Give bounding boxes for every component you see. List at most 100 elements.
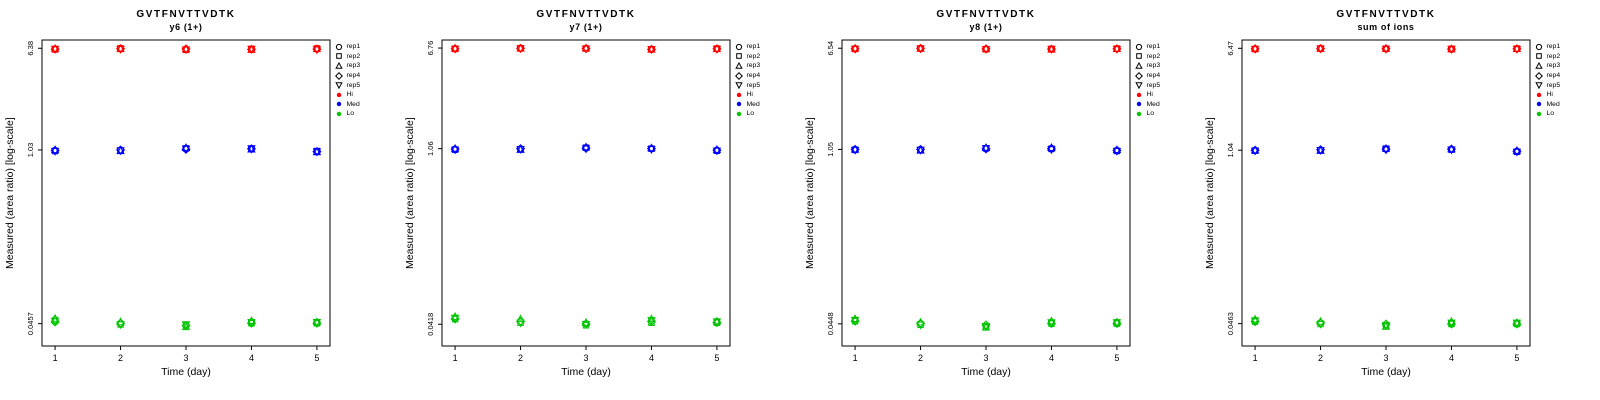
triangle-up-marker-icon	[1135, 61, 1143, 69]
plot-area: 1 2 3 4 5 6.38 1.03 0.0457	[26, 39, 331, 363]
legend-label: Lo	[346, 110, 355, 118]
legend-label: rep5	[1146, 81, 1161, 89]
dot-marker-icon	[1536, 102, 1542, 107]
triangle-down-marker-icon	[1535, 82, 1543, 90]
plot-subtitle: y6 (1+)	[169, 22, 203, 32]
y-tick-label: 0.0457	[26, 312, 35, 335]
legend-item-rep1: rep1	[1134, 42, 1160, 52]
plot-subtitle: sum of ions	[1357, 22, 1415, 32]
legend-item-rep1: rep1	[1534, 42, 1560, 52]
legend-item-rep4: rep4	[1134, 71, 1160, 81]
x-tick-label: 1	[53, 353, 58, 363]
plot-subtitle: y8 (1+)	[969, 22, 1003, 32]
dot-marker-icon	[1136, 102, 1142, 107]
y-tick-label: 6.47	[1226, 41, 1235, 56]
legend-item-rep5: rep5	[1534, 80, 1560, 90]
legend-label: Med	[1146, 100, 1160, 108]
legend-label: Hi	[746, 91, 753, 99]
legend-item-hi: Hi	[334, 90, 360, 100]
y-tick-label: 1.04	[1226, 143, 1235, 158]
legend-label: rep4	[746, 72, 761, 80]
legend-label: Hi	[1146, 91, 1153, 99]
x-tick-label: 3	[583, 353, 588, 363]
plot-title: GVTFNVTTVDTK	[536, 9, 636, 20]
legend-item-rep2: rep2	[1534, 52, 1560, 62]
legend-label: rep3	[746, 62, 761, 70]
dot-marker-icon	[736, 111, 742, 117]
legend-item-rep4: rep4	[734, 71, 760, 81]
triangle-down-marker-icon	[1135, 82, 1143, 90]
x-tick-label: 4	[649, 353, 654, 363]
x-tick-label: 5	[1514, 353, 1519, 363]
legend-label: rep5	[346, 81, 361, 89]
legend-item-rep2: rep2	[734, 52, 760, 62]
diamond-marker-icon	[1135, 71, 1143, 80]
y-tick-label: 1.06	[426, 141, 435, 156]
triangle-down-marker-icon	[335, 82, 343, 90]
dot-marker-icon	[1536, 111, 1542, 117]
dot-marker-icon	[1536, 92, 1542, 97]
plot-area: 1 2 3 4 5 6.54 1.05 0.0448	[826, 39, 1131, 363]
diamond-marker-icon	[735, 71, 743, 80]
legend-label: rep4	[1546, 72, 1561, 80]
x-tick-label: 1	[453, 353, 458, 363]
triangle-up-marker-icon	[735, 61, 743, 69]
x-tick-label: 2	[918, 353, 923, 363]
square-marker-icon	[1536, 53, 1542, 60]
triangle-up-marker-icon	[1535, 61, 1543, 69]
plot-subtitle: y7 (1+)	[569, 22, 603, 32]
legend-label: rep2	[1146, 52, 1161, 60]
legend-label: rep1	[346, 43, 361, 51]
square-marker-icon	[1136, 53, 1142, 60]
legend-item-rep2: rep2	[334, 52, 360, 62]
dot-marker-icon	[1136, 92, 1142, 97]
y-tick-label: 6.54	[826, 41, 835, 56]
legend-label: Med	[746, 100, 760, 108]
plot-title: GVTFNVTTVDTK	[136, 9, 236, 20]
dot-marker-icon	[736, 102, 742, 107]
legend-label: Lo	[1546, 110, 1555, 118]
legend-item-lo: Lo	[1134, 109, 1160, 119]
legend-item-rep3: rep3	[734, 61, 760, 71]
legend-item-lo: Lo	[334, 109, 360, 119]
plot-legend: rep1 rep2 rep3 rep4 rep5 Hi Med Lo	[1134, 42, 1160, 119]
legend-label: rep1	[1146, 43, 1161, 51]
legend-item-med: Med	[1134, 100, 1160, 110]
legend-item-rep1: rep1	[334, 42, 360, 52]
y-tick-label: 0.0463	[1226, 312, 1235, 335]
x-tick-label: 5	[1114, 353, 1119, 363]
x-axis-label: Time (day)	[1361, 366, 1411, 378]
x-tick-label: 4	[1049, 353, 1054, 363]
x-tick-label: 3	[1383, 353, 1388, 363]
legend-item-rep3: rep3	[1134, 61, 1160, 71]
square-marker-icon	[336, 53, 342, 60]
legend-item-rep4: rep4	[334, 71, 360, 81]
legend-label: rep4	[346, 72, 361, 80]
legend-label: rep5	[1546, 81, 1561, 89]
legend-label: rep2	[346, 52, 361, 60]
dot-marker-icon	[336, 111, 342, 117]
x-tick-label: 3	[183, 353, 188, 363]
y-tick-label: 6.76	[426, 41, 435, 56]
triangle-down-marker-icon	[735, 82, 743, 90]
x-tick-label: 4	[1449, 353, 1454, 363]
circle-marker-icon	[335, 43, 343, 50]
circle-marker-icon	[1535, 43, 1543, 50]
diamond-marker-icon	[335, 71, 343, 80]
x-tick-label: 2	[118, 353, 123, 363]
y-tick-label: 6.38	[26, 41, 35, 56]
legend-label: Med	[1546, 100, 1560, 108]
plot-panel-y7: GVTFNVTTVDTK y7 (1+) Measured (area rati…	[400, 0, 800, 400]
legend-label: rep4	[1146, 72, 1161, 80]
plot-title: GVTFNVTTVDTK	[1336, 9, 1436, 20]
legend-item-lo: Lo	[734, 109, 760, 119]
dot-marker-icon	[336, 92, 342, 97]
legend-item-lo: Lo	[1534, 109, 1560, 119]
legend-label: Lo	[1146, 110, 1155, 118]
x-tick-label: 4	[249, 353, 254, 363]
legend-item-rep1: rep1	[734, 42, 760, 52]
x-tick-label: 2	[1318, 353, 1323, 363]
x-tick-label: 3	[983, 353, 988, 363]
legend-item-hi: Hi	[1134, 90, 1160, 100]
